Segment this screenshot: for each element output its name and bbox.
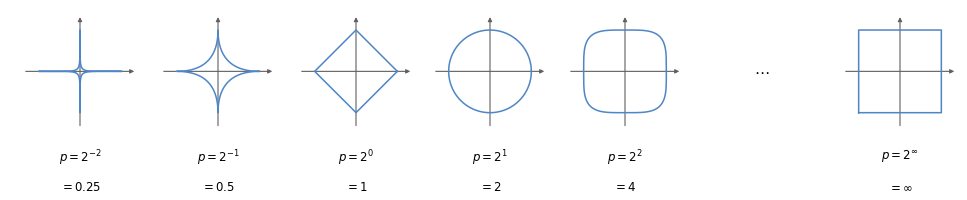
Text: $p = 2^{2}$: $p = 2^{2}$ bbox=[607, 148, 643, 168]
Text: $= 0.25$: $= 0.25$ bbox=[60, 180, 101, 193]
Text: $= 2$: $= 2$ bbox=[479, 180, 502, 193]
Text: $= 0.5$: $= 0.5$ bbox=[201, 180, 235, 193]
Text: $\cdots$: $\cdots$ bbox=[754, 65, 770, 79]
Text: $= 4$: $= 4$ bbox=[613, 180, 636, 193]
Text: $p = 2^{0}$: $p = 2^{0}$ bbox=[337, 148, 374, 168]
Text: $= 1$: $= 1$ bbox=[344, 180, 367, 193]
Text: $p = 2^{-1}$: $p = 2^{-1}$ bbox=[196, 148, 240, 168]
Text: $p = 2^{-2}$: $p = 2^{-2}$ bbox=[59, 148, 102, 168]
Text: $p = 2^{\infty}$: $p = 2^{\infty}$ bbox=[881, 148, 919, 164]
Text: $p = 2^{1}$: $p = 2^{1}$ bbox=[472, 148, 508, 168]
Text: $= \infty$: $= \infty$ bbox=[888, 180, 913, 193]
